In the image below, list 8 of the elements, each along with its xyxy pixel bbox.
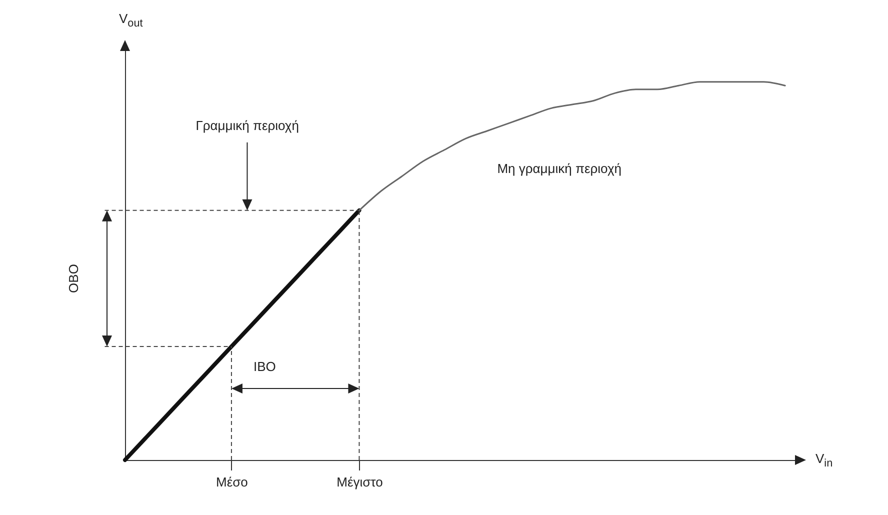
x-tick-label: Μέγιστο — [336, 474, 383, 490]
x-axis-title: V$_{in}$ — [816, 450, 833, 470]
annotation: IBO — [253, 359, 276, 374]
annotation: Μη γραμμική περιοχή — [497, 160, 622, 176]
x-tick-label: Μέσο — [216, 474, 248, 490]
y-axis-title: V$_{out}$ — [119, 10, 143, 30]
annotation: Γραμμική περιοχή — [196, 118, 299, 133]
text: OBO — [65, 264, 80, 293]
